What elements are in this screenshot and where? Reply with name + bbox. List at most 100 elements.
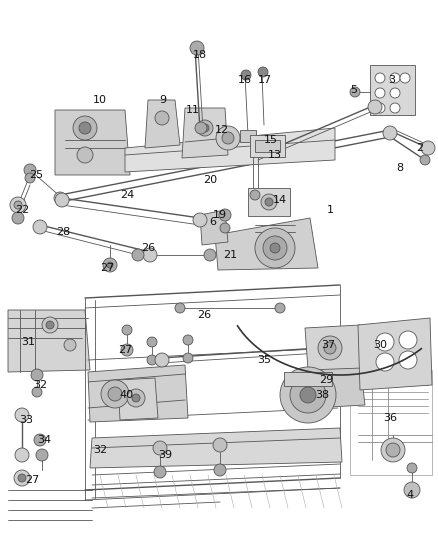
Circle shape: [143, 248, 157, 262]
Text: 16: 16: [238, 75, 252, 85]
Circle shape: [155, 111, 169, 125]
Text: 27: 27: [100, 263, 114, 273]
Polygon shape: [182, 108, 228, 158]
Circle shape: [197, 120, 213, 136]
Circle shape: [258, 67, 268, 77]
Circle shape: [390, 103, 400, 113]
Circle shape: [122, 325, 132, 335]
Text: 34: 34: [37, 435, 51, 445]
Bar: [240, 130, 256, 142]
Text: 9: 9: [159, 95, 166, 105]
Circle shape: [407, 463, 417, 473]
Circle shape: [201, 124, 209, 132]
Text: 40: 40: [119, 390, 133, 400]
Circle shape: [101, 380, 129, 408]
Text: 25: 25: [29, 170, 43, 180]
Circle shape: [399, 351, 417, 369]
Text: 30: 30: [373, 340, 387, 350]
Circle shape: [132, 394, 140, 402]
Circle shape: [33, 220, 47, 234]
Polygon shape: [370, 65, 415, 115]
Text: 13: 13: [268, 150, 282, 160]
Bar: [255, 140, 280, 152]
Circle shape: [270, 243, 280, 253]
Circle shape: [375, 88, 385, 98]
Circle shape: [375, 103, 385, 113]
Text: 35: 35: [257, 355, 271, 365]
Circle shape: [36, 449, 48, 461]
Circle shape: [324, 342, 336, 354]
Circle shape: [10, 197, 26, 213]
Circle shape: [213, 438, 227, 452]
Text: 27: 27: [25, 475, 39, 485]
Text: 12: 12: [215, 125, 229, 135]
Circle shape: [132, 249, 144, 261]
Circle shape: [220, 223, 230, 233]
Circle shape: [421, 141, 435, 155]
Circle shape: [193, 213, 207, 227]
Text: 4: 4: [406, 490, 413, 500]
Polygon shape: [125, 128, 335, 172]
Text: 3: 3: [389, 75, 396, 85]
Polygon shape: [55, 110, 130, 175]
Circle shape: [265, 198, 273, 206]
Circle shape: [14, 201, 22, 209]
Polygon shape: [358, 318, 432, 390]
Circle shape: [175, 303, 185, 313]
Circle shape: [261, 194, 277, 210]
Circle shape: [386, 443, 400, 457]
Circle shape: [263, 236, 287, 260]
Text: 8: 8: [396, 163, 403, 173]
Circle shape: [15, 408, 29, 422]
Circle shape: [121, 344, 133, 356]
Circle shape: [390, 73, 400, 83]
Text: 29: 29: [319, 375, 333, 385]
Circle shape: [300, 387, 316, 403]
Circle shape: [31, 369, 43, 381]
Polygon shape: [310, 362, 365, 408]
Circle shape: [350, 87, 360, 97]
Circle shape: [46, 321, 54, 329]
Circle shape: [250, 190, 260, 200]
Circle shape: [24, 164, 36, 176]
Circle shape: [375, 73, 385, 83]
Bar: [284, 372, 332, 386]
Circle shape: [42, 317, 58, 333]
Circle shape: [241, 70, 251, 80]
Text: 10: 10: [93, 95, 107, 105]
Text: 31: 31: [21, 337, 35, 347]
Bar: [350, 370, 432, 475]
Circle shape: [154, 466, 166, 478]
Circle shape: [190, 41, 204, 55]
Circle shape: [204, 249, 216, 261]
Circle shape: [222, 132, 234, 144]
Polygon shape: [88, 365, 188, 422]
Text: 26: 26: [141, 243, 155, 253]
Text: 19: 19: [213, 210, 227, 220]
Text: 15: 15: [264, 135, 278, 145]
Text: 1: 1: [326, 205, 333, 215]
Circle shape: [147, 355, 157, 365]
Circle shape: [153, 441, 167, 455]
Circle shape: [381, 438, 405, 462]
Circle shape: [390, 88, 400, 98]
Circle shape: [399, 331, 417, 349]
Text: 24: 24: [120, 190, 134, 200]
Circle shape: [12, 212, 24, 224]
Text: 6: 6: [209, 217, 216, 227]
Text: 37: 37: [321, 340, 335, 350]
Circle shape: [275, 303, 285, 313]
Circle shape: [64, 339, 76, 351]
Polygon shape: [118, 378, 158, 420]
Circle shape: [147, 337, 157, 347]
Circle shape: [183, 353, 193, 363]
Text: 27: 27: [118, 345, 132, 355]
Circle shape: [79, 122, 91, 134]
Circle shape: [18, 474, 26, 482]
Circle shape: [400, 73, 410, 83]
Circle shape: [420, 155, 430, 165]
Bar: [248, 188, 290, 216]
Circle shape: [155, 353, 169, 367]
Circle shape: [368, 100, 382, 114]
Polygon shape: [215, 218, 318, 270]
